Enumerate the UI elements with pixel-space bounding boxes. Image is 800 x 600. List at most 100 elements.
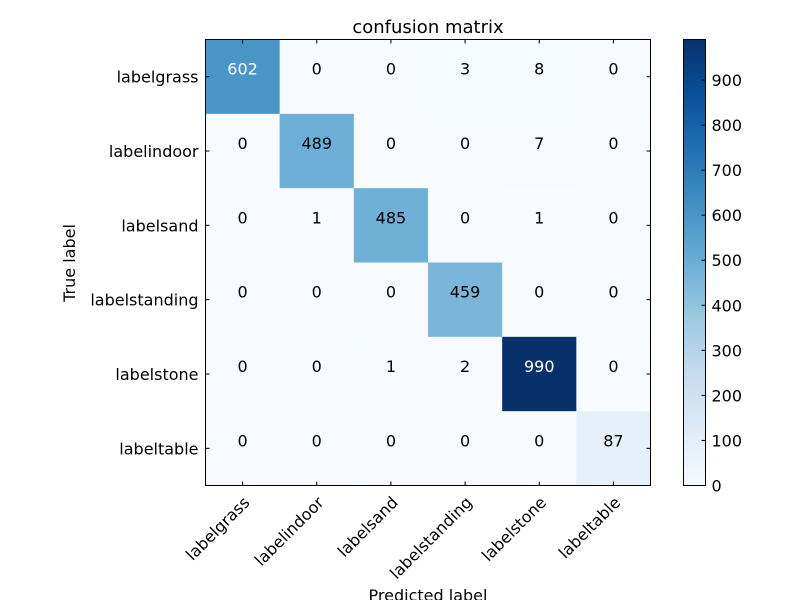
cell-value-label: 0 (608, 208, 618, 227)
cell-value-label: 0 (386, 283, 396, 302)
heatmap-cell (279, 188, 355, 263)
y-tick-label: labeltable (119, 439, 198, 458)
heatmap-cell (576, 262, 651, 338)
x-tick-label: labeltable (555, 493, 624, 562)
cell-value-label: 0 (312, 60, 322, 79)
heatmap-cell (353, 336, 429, 412)
heatmap-cell (205, 188, 281, 263)
cell-value-label: 0 (237, 208, 247, 227)
cell-value-label: 0 (608, 283, 618, 302)
heatmap-cell (205, 39, 281, 115)
cell-value-label: 0 (386, 60, 396, 79)
heatmap-cell (576, 113, 651, 189)
cell-value-label: 1 (534, 208, 544, 227)
heatmap-cell (279, 262, 355, 338)
cell-value-label: 0 (386, 134, 396, 153)
y-axis-label: True label (60, 224, 79, 303)
x-tick-label: labelsand (334, 493, 402, 561)
heatmap-cell (428, 262, 503, 338)
cell-value-label: 0 (237, 431, 247, 450)
heatmap-cell (353, 188, 429, 263)
heatmap-cell (279, 113, 355, 189)
heatmap-cell (353, 262, 429, 338)
cell-value-label: 990 (524, 357, 555, 376)
x-axis-label: Predicted label (369, 586, 488, 600)
y-tick-label: labelsand (121, 216, 198, 235)
cell-value-label: 0 (460, 134, 470, 153)
cell-value-label: 0 (608, 60, 618, 79)
heatmap-cell (502, 262, 577, 338)
cell-value-label: 485 (376, 208, 407, 227)
cell-value-label: 0 (312, 357, 322, 376)
y-axis-ticks: labelgrass labelindoor labelsand labelstand… (90, 68, 651, 458)
cell-value-label: 0 (312, 283, 322, 302)
heatmap-cell (279, 39, 355, 115)
cell-value-label: 489 (301, 134, 332, 153)
y-tick-label: labelstanding (90, 291, 198, 310)
heatmap-cell (428, 39, 503, 115)
heatmap-cell (428, 336, 503, 412)
colorbar-tick-label: 300 (712, 341, 743, 360)
chart-title: confusion matrix (352, 17, 504, 38)
colorbar-tick-label: 200 (712, 386, 743, 405)
cell-value-label: 8 (534, 60, 544, 79)
heatmap-cell (205, 262, 281, 338)
heatmap-cell (353, 411, 429, 486)
cell-value-label: 0 (386, 431, 396, 450)
cell-value-label: 3 (460, 60, 470, 79)
colorbar-tick-label: 600 (712, 206, 743, 225)
cell-value-label: 0 (608, 357, 618, 376)
cell-value-label: 2 (460, 357, 470, 376)
colorbar-tick-label: 900 (712, 71, 743, 90)
heatmap-cell (428, 188, 503, 263)
cell-value-label: 459 (450, 283, 481, 302)
heatmap-cell (502, 188, 577, 263)
y-tick-label: labelindoor (109, 142, 199, 161)
heatmap-cell (279, 411, 355, 486)
heatmap-cell (353, 113, 429, 189)
cell-value-label: 7 (534, 134, 544, 153)
cell-value-label: 0 (237, 357, 247, 376)
cell-value-label: 87 (603, 431, 623, 450)
heatmap-cell (428, 411, 503, 486)
colorbar-tick-label: 500 (712, 251, 743, 270)
y-tick-label: labelstone (115, 365, 198, 384)
heatmap-cell-labels: 602 0 0 3 8 0 0 489 0 0 7 0 0 1 485 0 1 0 0 0 0 459 0 0 0 0 1 2 990 0… (227, 60, 623, 451)
heatmap-cell (502, 113, 577, 189)
heatmap-cell (502, 336, 577, 412)
cell-value-label: 0 (608, 134, 618, 153)
heatmap-cell (576, 188, 651, 263)
cell-value-label: 1 (312, 208, 322, 227)
heatmap-cell (502, 411, 577, 486)
cell-value-label: 602 (227, 60, 258, 79)
colorbar-ticks: 0 100 200 300 400 500 600 700 800 900 (701, 71, 743, 496)
cell-value-label: 0 (460, 431, 470, 450)
heatmap-cells (205, 39, 651, 486)
cell-value-label: 0 (312, 431, 322, 450)
cell-value-label: 0 (237, 283, 247, 302)
x-tick-label: labelstone (478, 493, 550, 565)
colorbar-tick-label: 400 (712, 296, 743, 315)
heatmap-cell (353, 39, 429, 115)
heatmap-cell (205, 336, 281, 412)
heatmap-cell (502, 39, 577, 115)
x-tick-label: labelindoor (251, 493, 328, 570)
heatmap-cell (428, 113, 503, 189)
heatmap-cell (576, 336, 651, 412)
colorbar-tick-label: 700 (712, 161, 743, 180)
cell-value-label: 0 (534, 283, 544, 302)
heatmap-cell (576, 39, 651, 115)
heatmap-cell (279, 336, 355, 412)
heatmap-cell (576, 411, 651, 486)
colorbar-tick-label: 800 (712, 116, 743, 135)
heatmap-cell (205, 411, 281, 486)
cell-value-label: 0 (534, 431, 544, 450)
heatmap-cell (205, 113, 281, 189)
cell-value-label: 0 (460, 208, 470, 227)
cell-value-label: 1 (386, 357, 396, 376)
colorbar-tick-label: 100 (712, 431, 743, 450)
plot-frame (205, 39, 651, 486)
colorbar-tick-label: 0 (712, 477, 722, 496)
x-tick-label: labelgrass (182, 493, 253, 564)
